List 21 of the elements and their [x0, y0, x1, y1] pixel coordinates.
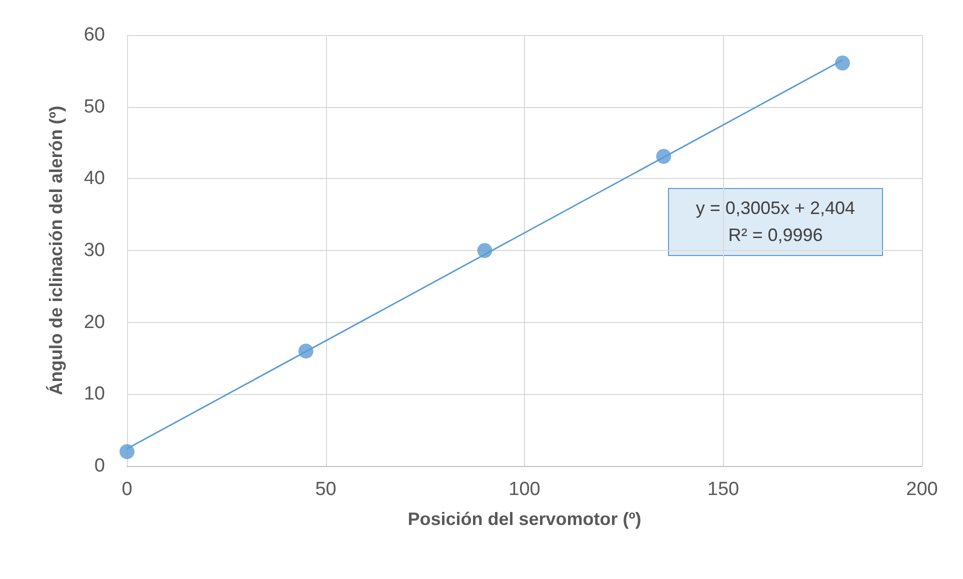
point: [298, 344, 314, 359]
point: [120, 444, 134, 460]
y-tick-label: 30: [84, 240, 105, 261]
y-tick-label: 60: [84, 24, 105, 46]
point: [656, 148, 672, 164]
x-tick-label: 0: [122, 479, 132, 500]
x-tick-label: 150: [707, 479, 740, 500]
point: [835, 56, 850, 71]
point: [477, 243, 492, 258]
annotation: R² = 0,9996: [728, 225, 823, 245]
x-tick-label: 200: [906, 479, 938, 500]
y-tick-label: 0: [94, 456, 105, 476]
x-tick-label: 50: [315, 479, 336, 500]
annotation: y = 0,3005x + 2,404: [696, 198, 856, 218]
x-tick-label: 100: [508, 479, 540, 500]
y-tick-label: 40: [84, 168, 105, 190]
x-axis-title: Posición del servomotor (º): [408, 509, 642, 529]
y-axis-title: Ángulo de iclinación del alerón (º): [46, 106, 66, 396]
y-tick-label: 20: [84, 312, 105, 333]
y-tick-label: 50: [84, 96, 105, 118]
y-tick-label: 10: [84, 384, 105, 405]
